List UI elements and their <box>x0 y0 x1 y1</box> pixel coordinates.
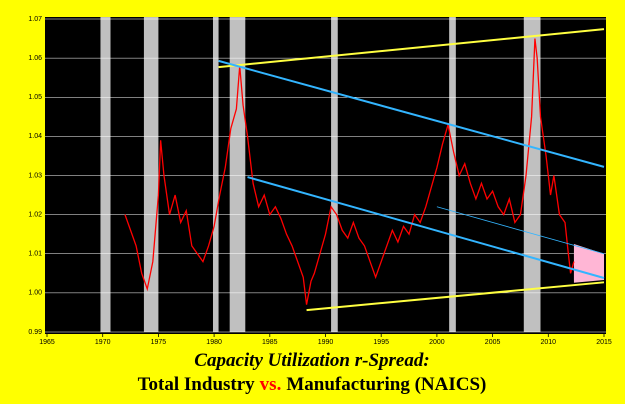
trend-line <box>218 28 605 69</box>
x-tick-label: 2015 <box>596 339 612 346</box>
trend-line <box>306 281 605 312</box>
forecast-band <box>573 243 604 283</box>
x-tick-label: 1985 <box>262 339 278 346</box>
y-tick-label: 0.99 <box>28 329 42 336</box>
recession-band <box>100 17 111 332</box>
y-tick-label: 1.01 <box>28 251 42 258</box>
subtitle-part: Manufacturing (NAICS) <box>286 374 486 395</box>
x-tick-label: 1970 <box>95 339 111 346</box>
recession-band <box>143 17 159 332</box>
y-tick-label: 1.02 <box>28 211 42 218</box>
chart-subtitle: Total Industry vs. Manufacturing (NAICS) <box>138 374 487 395</box>
x-tick-label: 1995 <box>373 339 389 346</box>
trend-line <box>218 59 605 168</box>
y-tick-label: 1.03 <box>28 172 42 179</box>
recession-band <box>331 17 338 332</box>
x-tick-label: 1965 <box>39 339 55 346</box>
y-tick-label: 1.04 <box>28 133 42 140</box>
recession-band <box>449 17 456 332</box>
trend-line <box>436 206 605 255</box>
trend-line <box>247 176 605 279</box>
subtitle-part: vs. <box>260 374 282 395</box>
x-tick-label: 2000 <box>429 339 445 346</box>
recession-band <box>523 17 541 332</box>
recession-band <box>212 17 219 332</box>
x-tick-label: 2010 <box>541 339 557 346</box>
y-tick-label: 1.05 <box>28 94 42 101</box>
x-tick-label: 1990 <box>318 339 334 346</box>
plot-layers <box>45 17 606 333</box>
y-tick-label: 1.07 <box>28 16 42 23</box>
y-tick-label: 1.06 <box>28 55 42 62</box>
data-line <box>124 38 575 305</box>
x-tick-label: 1975 <box>151 339 167 346</box>
y-tick-label: 1.00 <box>28 290 42 297</box>
x-tick-label: 2005 <box>485 339 501 346</box>
x-tick-label: 1980 <box>206 339 222 346</box>
subtitle-part: Total Industry <box>138 374 256 395</box>
recession-band <box>229 17 246 332</box>
chart-title: Capacity Utilization r-Spread: <box>194 350 429 371</box>
